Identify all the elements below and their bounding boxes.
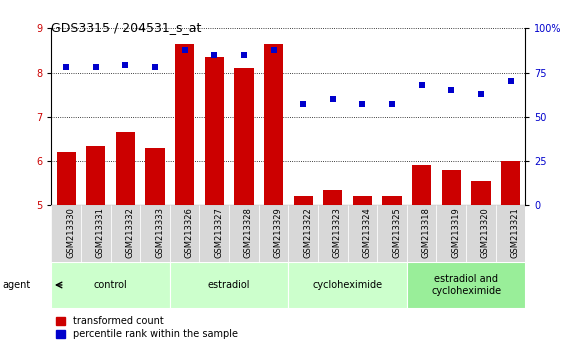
Bar (146, 148, 164, 205)
Text: GSM213325: GSM213325 (392, 207, 401, 258)
Point (180, 47, 189, 52)
Bar (293, 196, 313, 205)
Bar (264, 44, 283, 205)
Bar (175, 44, 194, 205)
Bar (407, 205, 436, 262)
Bar (116, 132, 135, 205)
Text: GSM213328: GSM213328 (244, 207, 253, 258)
Bar (436, 205, 466, 262)
Point (447, 87, 456, 93)
Text: GSM213324: GSM213324 (363, 207, 371, 258)
Bar (348, 205, 377, 262)
Text: agent: agent (3, 280, 31, 290)
Text: control: control (94, 280, 127, 290)
Bar (170, 262, 288, 308)
Text: GSM213329: GSM213329 (274, 207, 283, 258)
Text: GSM213330: GSM213330 (66, 207, 75, 258)
Point (417, 82, 426, 88)
Bar (501, 161, 520, 205)
Point (328, 96, 337, 102)
Bar (204, 57, 224, 205)
Text: GSM213333: GSM213333 (155, 207, 164, 258)
Bar (140, 205, 170, 262)
Text: GSM213320: GSM213320 (481, 207, 490, 258)
Bar (496, 205, 525, 262)
Text: GSM213323: GSM213323 (333, 207, 342, 258)
Bar (441, 170, 461, 205)
Text: GSM213318: GSM213318 (421, 207, 431, 258)
Bar (199, 205, 229, 262)
Point (358, 102, 367, 107)
Bar (353, 196, 372, 205)
Point (210, 52, 219, 58)
Bar (57, 152, 76, 205)
Text: estradiol: estradiol (208, 280, 250, 290)
Bar (466, 205, 496, 262)
Text: estradiol and
cycloheximide: estradiol and cycloheximide (431, 274, 501, 296)
Text: cycloheximide: cycloheximide (312, 280, 383, 290)
Bar (86, 145, 106, 205)
Bar (377, 205, 407, 262)
Bar (471, 181, 490, 205)
Bar (51, 262, 170, 308)
Bar (259, 205, 288, 262)
Bar (288, 205, 318, 262)
Text: GSM213332: GSM213332 (126, 207, 134, 258)
Text: GSM213327: GSM213327 (214, 207, 223, 258)
Bar (81, 205, 111, 262)
Legend: transformed count, percentile rank within the sample: transformed count, percentile rank withi… (57, 316, 238, 339)
Point (388, 102, 397, 107)
Text: GSM213331: GSM213331 (96, 207, 105, 258)
Bar (288, 262, 407, 308)
Point (269, 47, 278, 52)
Bar (111, 205, 140, 262)
Point (506, 79, 515, 84)
Point (239, 52, 248, 58)
Point (299, 102, 308, 107)
Point (91, 64, 100, 70)
Bar (234, 68, 254, 205)
Bar (407, 262, 525, 308)
Text: GSM213322: GSM213322 (303, 207, 312, 258)
Point (476, 91, 485, 97)
Bar (318, 205, 348, 262)
Text: GSM213319: GSM213319 (451, 207, 460, 258)
Text: GDS3315 / 204531_s_at: GDS3315 / 204531_s_at (51, 21, 202, 34)
Bar (323, 190, 343, 205)
Text: GSM213321: GSM213321 (510, 207, 520, 258)
Point (151, 64, 160, 70)
Bar (383, 196, 401, 205)
Bar (170, 205, 199, 262)
Bar (412, 166, 431, 205)
Bar (229, 205, 259, 262)
Bar (51, 205, 81, 262)
Text: GSM213326: GSM213326 (184, 207, 194, 258)
Point (121, 63, 130, 68)
Point (62, 64, 71, 70)
